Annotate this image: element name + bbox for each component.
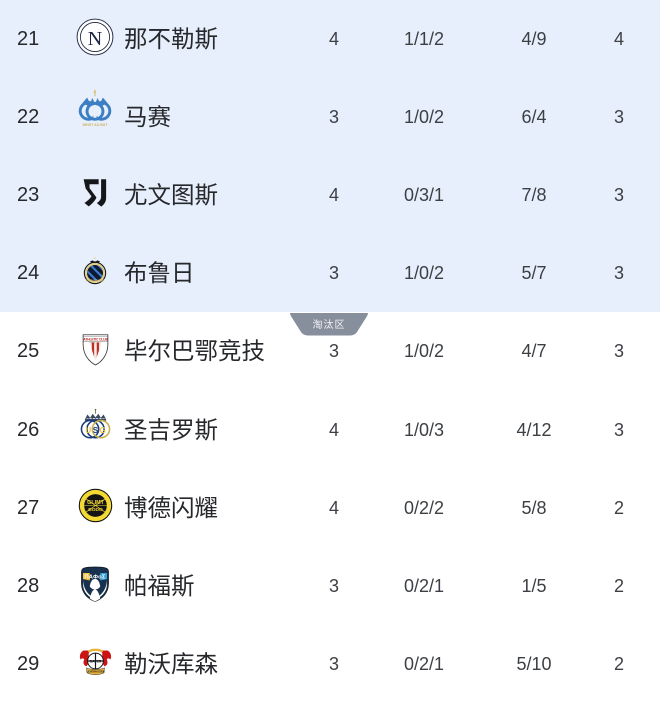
svg-text:ATHLETIC CLUB: ATHLETIC CLUB (83, 338, 108, 342)
svg-text:ΠΑΦοΣ: ΠΑΦοΣ (84, 574, 106, 580)
svg-text:GLIMT: GLIMT (87, 500, 104, 506)
svg-text:N: N (88, 27, 102, 49)
svg-text:BODO: BODO (88, 507, 103, 513)
svg-text:BAYER: BAYER (89, 660, 101, 664)
svg-text:S: S (92, 426, 98, 435)
svg-text:U: U (85, 426, 91, 435)
svg-text:LEVERKUSEN: LEVERKUSEN (86, 670, 104, 674)
svg-text:G: G (99, 426, 105, 435)
svg-text:CLUB BRUGGE: CLUB BRUGGE (86, 281, 105, 283)
svg-text:DROIT AU BUT: DROIT AU BUT (83, 123, 108, 127)
